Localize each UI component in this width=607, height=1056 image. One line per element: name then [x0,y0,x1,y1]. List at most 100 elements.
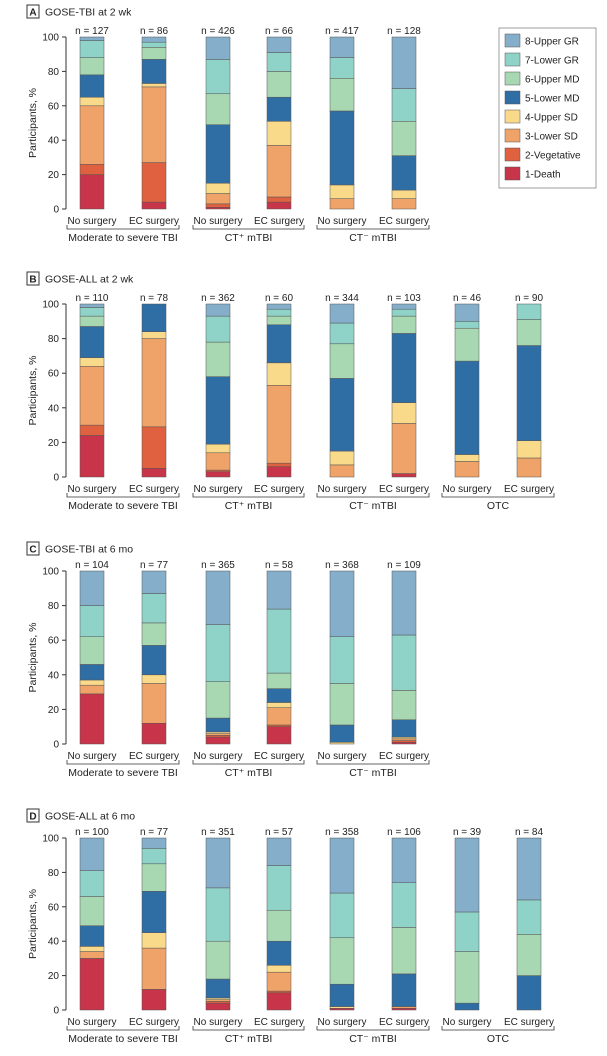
bar-x-label: No surgery [194,751,243,762]
bar-n-label: n = 78 [140,293,169,304]
bar-segment-6-upper-md [391,121,417,156]
group-label: CT⁻ mTBI [349,767,397,779]
bar-segment-3-lower-sd [329,198,355,210]
bar-segment-4-upper-sd [141,932,167,949]
legend-label: 5-Lower MD [525,94,579,105]
bar-segment-8-upper-gr [205,837,231,889]
bar-segment-1-death [205,736,231,745]
bar-segment-3-lower-sd [205,193,231,205]
bar-segment-2-vegetative [205,1001,231,1004]
bar-segment-7-lower-gr [79,307,105,317]
bar-segment-8-upper-gr [141,837,167,849]
y-tick-label: 40 [48,670,60,681]
bar-segment-7-lower-gr [391,308,417,317]
bar-segment-8-upper-gr [79,837,105,871]
bar-segment-2-vegetative [266,990,292,994]
bar-segment-8-upper-gr [266,36,292,53]
group-bracket [192,1026,305,1031]
bar-segment-6-upper-md [79,57,105,76]
bar-x-label: No surgery [194,484,243,495]
bar-segment-8-upper-gr [329,570,355,637]
group-label: OTC [487,500,510,512]
bar-n-label: n = 90 [515,293,544,304]
bar-segment-4-upper-sd [205,731,231,734]
bar-segment-5-lower-md [266,688,292,703]
bar-segment-4-upper-sd [391,189,417,199]
bar-segment-3-lower-sd [391,423,417,474]
bar-segment-4-upper-sd [391,402,417,424]
bar-x-label: No surgery [194,1017,243,1028]
bar-x-label: No surgery [443,1017,492,1028]
group-bracket [316,760,430,765]
panel-title: GOSE-TBI at 6 mo [45,544,133,556]
bar-segment-8-upper-gr [329,303,355,324]
bar-stack [205,570,231,745]
bar-segment-8-upper-gr [329,36,355,58]
bar-segment-8-upper-gr [516,837,542,901]
bar-segment-5-lower-md [516,345,542,441]
panel-letter: C [29,545,36,556]
bar-segment-5-lower-md [205,376,231,445]
bar-segment-4-upper-sd [266,362,292,386]
bar-segment-2-vegetative [266,462,292,467]
panel-letter-box [26,4,40,19]
bar-segment-3-lower-sd [141,683,167,724]
group-bracket [441,493,555,498]
group-bracket [66,493,180,498]
bar-segment-7-lower-gr [79,870,105,897]
bar-segment-6-upper-md [79,896,105,926]
bar-n-label: n = 358 [325,827,359,838]
bar-n-label: n = 127 [75,26,109,37]
bar-segment-4-upper-sd [329,742,355,745]
y-tick-label: 40 [48,136,60,147]
bar-segment-6-upper-md [516,934,542,976]
bar-segment-6-upper-md [516,319,542,346]
bar-n-label: n = 109 [387,560,421,571]
bar-stack [205,303,231,478]
bar-segment-7-lower-gr [205,624,231,682]
group-bracket [192,225,305,230]
group-label: OTC [487,1033,510,1045]
bar-x-label: No surgery [318,216,367,227]
bar-segment-5-lower-md [205,124,231,184]
bar-n-label: n = 57 [265,827,294,838]
group-label: CT⁺ mTBI [225,1033,273,1045]
bar-segment-8-upper-gr [79,36,105,41]
legend-label: 8-Upper GR [525,37,579,48]
bar-segment-8-upper-gr [454,837,480,913]
bar-segment-3-lower-sd [266,971,292,992]
y-tick-label: 80 [48,67,60,78]
y-tick-label: 60 [48,369,60,380]
group-bracket [192,493,305,498]
bar-x-label: EC surgery [254,484,304,495]
bar-segment-6-upper-md [79,315,105,327]
bar-segment-7-lower-gr [454,321,480,329]
bar-segment-1-death [79,693,105,745]
bar-segment-1-death [205,471,231,478]
bar-segment-6-upper-md [266,909,292,942]
bar-segment-5-lower-md [454,360,480,455]
bar-segment-5-lower-md [391,333,417,403]
panel-letter-box [26,808,40,823]
bar-n-label: n = 104 [75,560,109,571]
group-label: Moderate to severe TBI [68,232,178,244]
bar-n-label: n = 60 [265,293,294,304]
y-tick-label: 0 [53,740,59,751]
bar-segment-7-lower-gr [516,303,542,320]
bar-segment-3-lower-sd [266,145,292,198]
group-label: CT⁻ mTBI [349,1033,397,1045]
bar-n-label: n = 39 [453,827,482,838]
legend-swatch [504,109,521,124]
bar-segment-6-upper-md [266,672,292,689]
y-tick-label: 40 [48,937,60,948]
bar-n-label: n = 86 [140,26,169,37]
bar-segment-2-vegetative [391,740,417,743]
bar-stack [141,837,167,1011]
bar-segment-8-upper-gr [79,570,105,606]
bar-segment-3-lower-sd [141,86,167,163]
bar-segment-2-vegetative [79,424,105,436]
bar-stack [205,36,231,210]
bar-segment-5-lower-md [329,724,355,743]
bar-stack [454,303,480,478]
bar-x-label: EC surgery [504,484,554,495]
